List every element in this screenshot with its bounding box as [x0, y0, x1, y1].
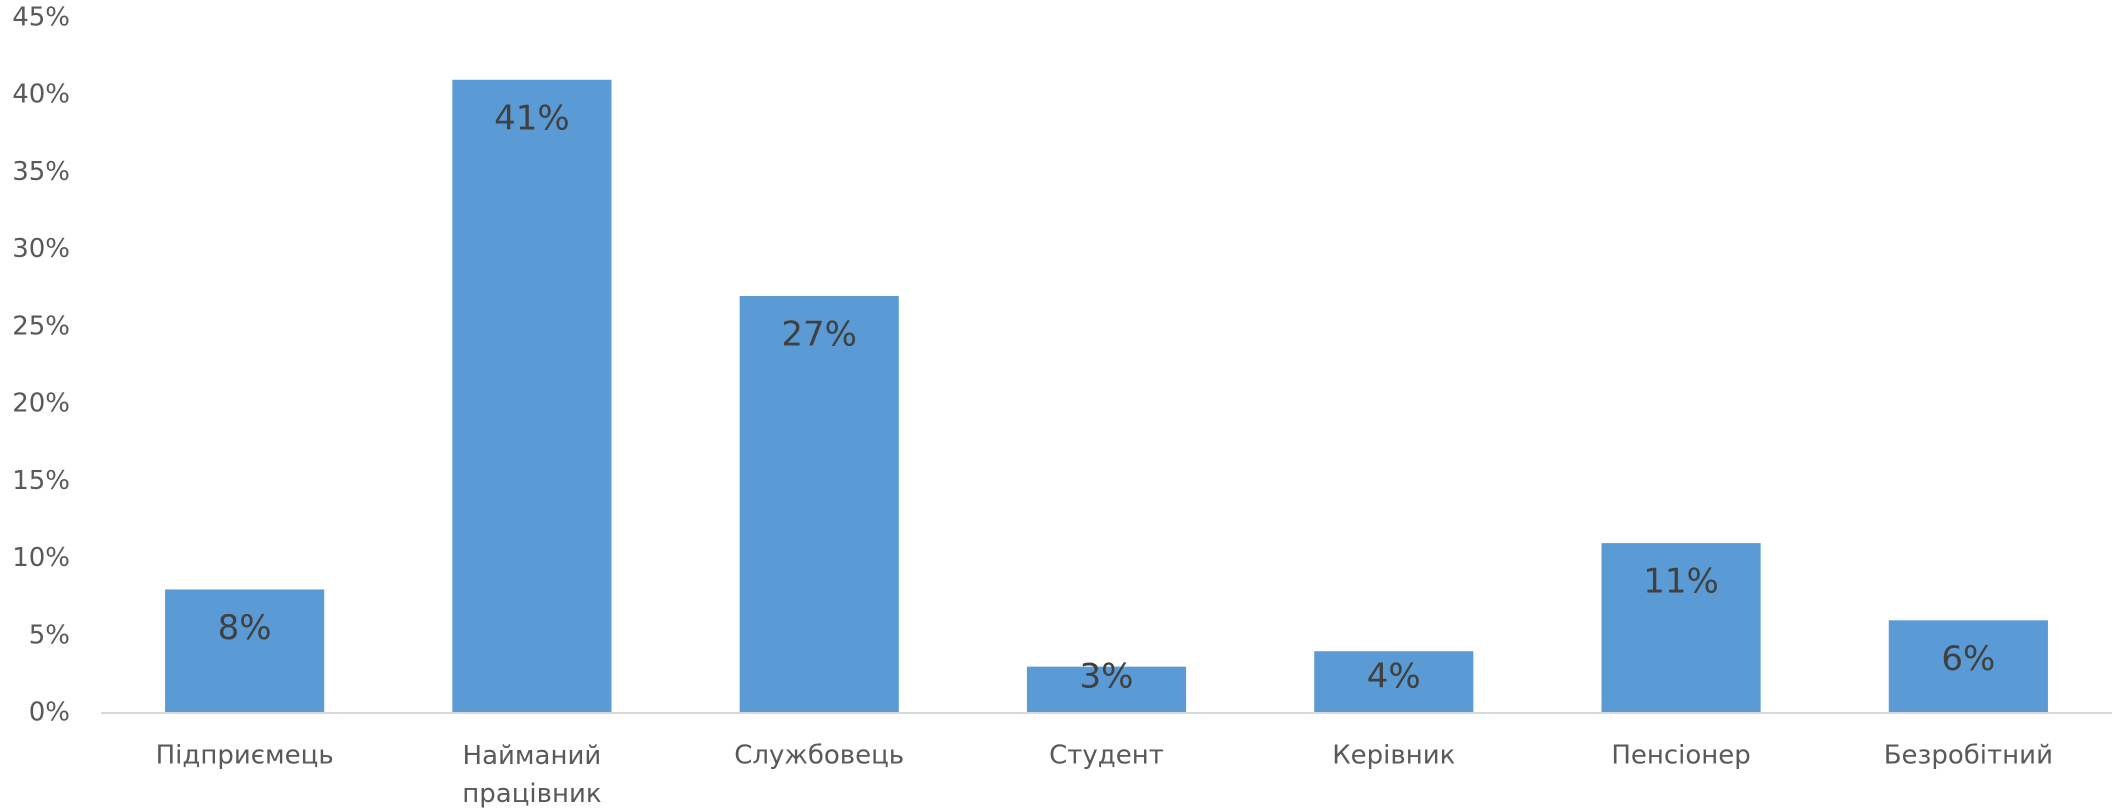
bar	[1026, 666, 1187, 713]
x-tick-label: Безробітний	[1884, 741, 2053, 771]
y-tick-label: 35%	[12, 157, 70, 187]
data-label: 41%	[494, 98, 570, 138]
bar	[165, 589, 325, 713]
data-label: 6%	[1941, 639, 1995, 679]
x-tick-label: Службовець	[734, 741, 904, 771]
data-label: 8%	[218, 608, 272, 648]
y-tick-label: 15%	[12, 466, 70, 496]
y-tick-label: 45%	[12, 3, 70, 33]
bar	[452, 79, 612, 714]
y-tick-label: 20%	[12, 389, 70, 419]
data-label: 27%	[781, 315, 857, 355]
y-tick-label: 40%	[12, 80, 70, 110]
y-tick-label: 0%	[29, 698, 70, 728]
y-tick-label: 30%	[12, 234, 70, 264]
bar	[1888, 620, 2048, 713]
data-label: 11%	[1643, 562, 1719, 602]
x-tick-label: Підприємець	[156, 741, 334, 771]
x-tick-label: Пенсіонер	[1611, 741, 1750, 771]
x-tick-label: Найманий працівник	[462, 741, 601, 809]
y-tick-label: 10%	[12, 543, 70, 573]
bar	[739, 296, 899, 713]
data-label: 3%	[1080, 657, 1134, 697]
x-tick-label: Керівник	[1332, 741, 1455, 771]
y-tick-label: 5%	[29, 620, 70, 650]
bar	[1314, 651, 1474, 713]
data-label: 4%	[1367, 657, 1421, 697]
y-tick-label: 25%	[12, 311, 70, 341]
x-tick-label: Студент	[1049, 741, 1164, 771]
bar	[1601, 543, 1761, 713]
